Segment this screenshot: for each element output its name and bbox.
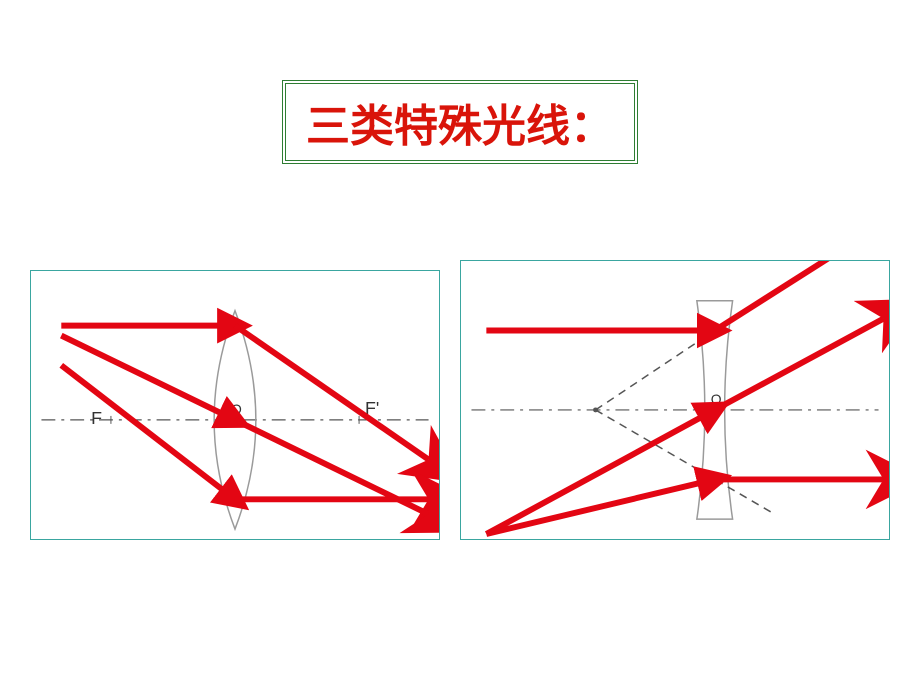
label-F: F	[91, 408, 102, 428]
title-text: 三类特殊光线：	[306, 102, 614, 151]
concave-svg: O	[461, 261, 889, 539]
convex-svg: FF'O	[31, 271, 439, 539]
title-box: 三类特殊光线：	[282, 80, 638, 164]
concave-lens-diagram: O	[460, 260, 890, 540]
convex-lens-diagram: FF'O	[30, 270, 440, 540]
label-O: O	[231, 401, 242, 417]
slide: 三类特殊光线： FF'O O	[0, 0, 920, 690]
